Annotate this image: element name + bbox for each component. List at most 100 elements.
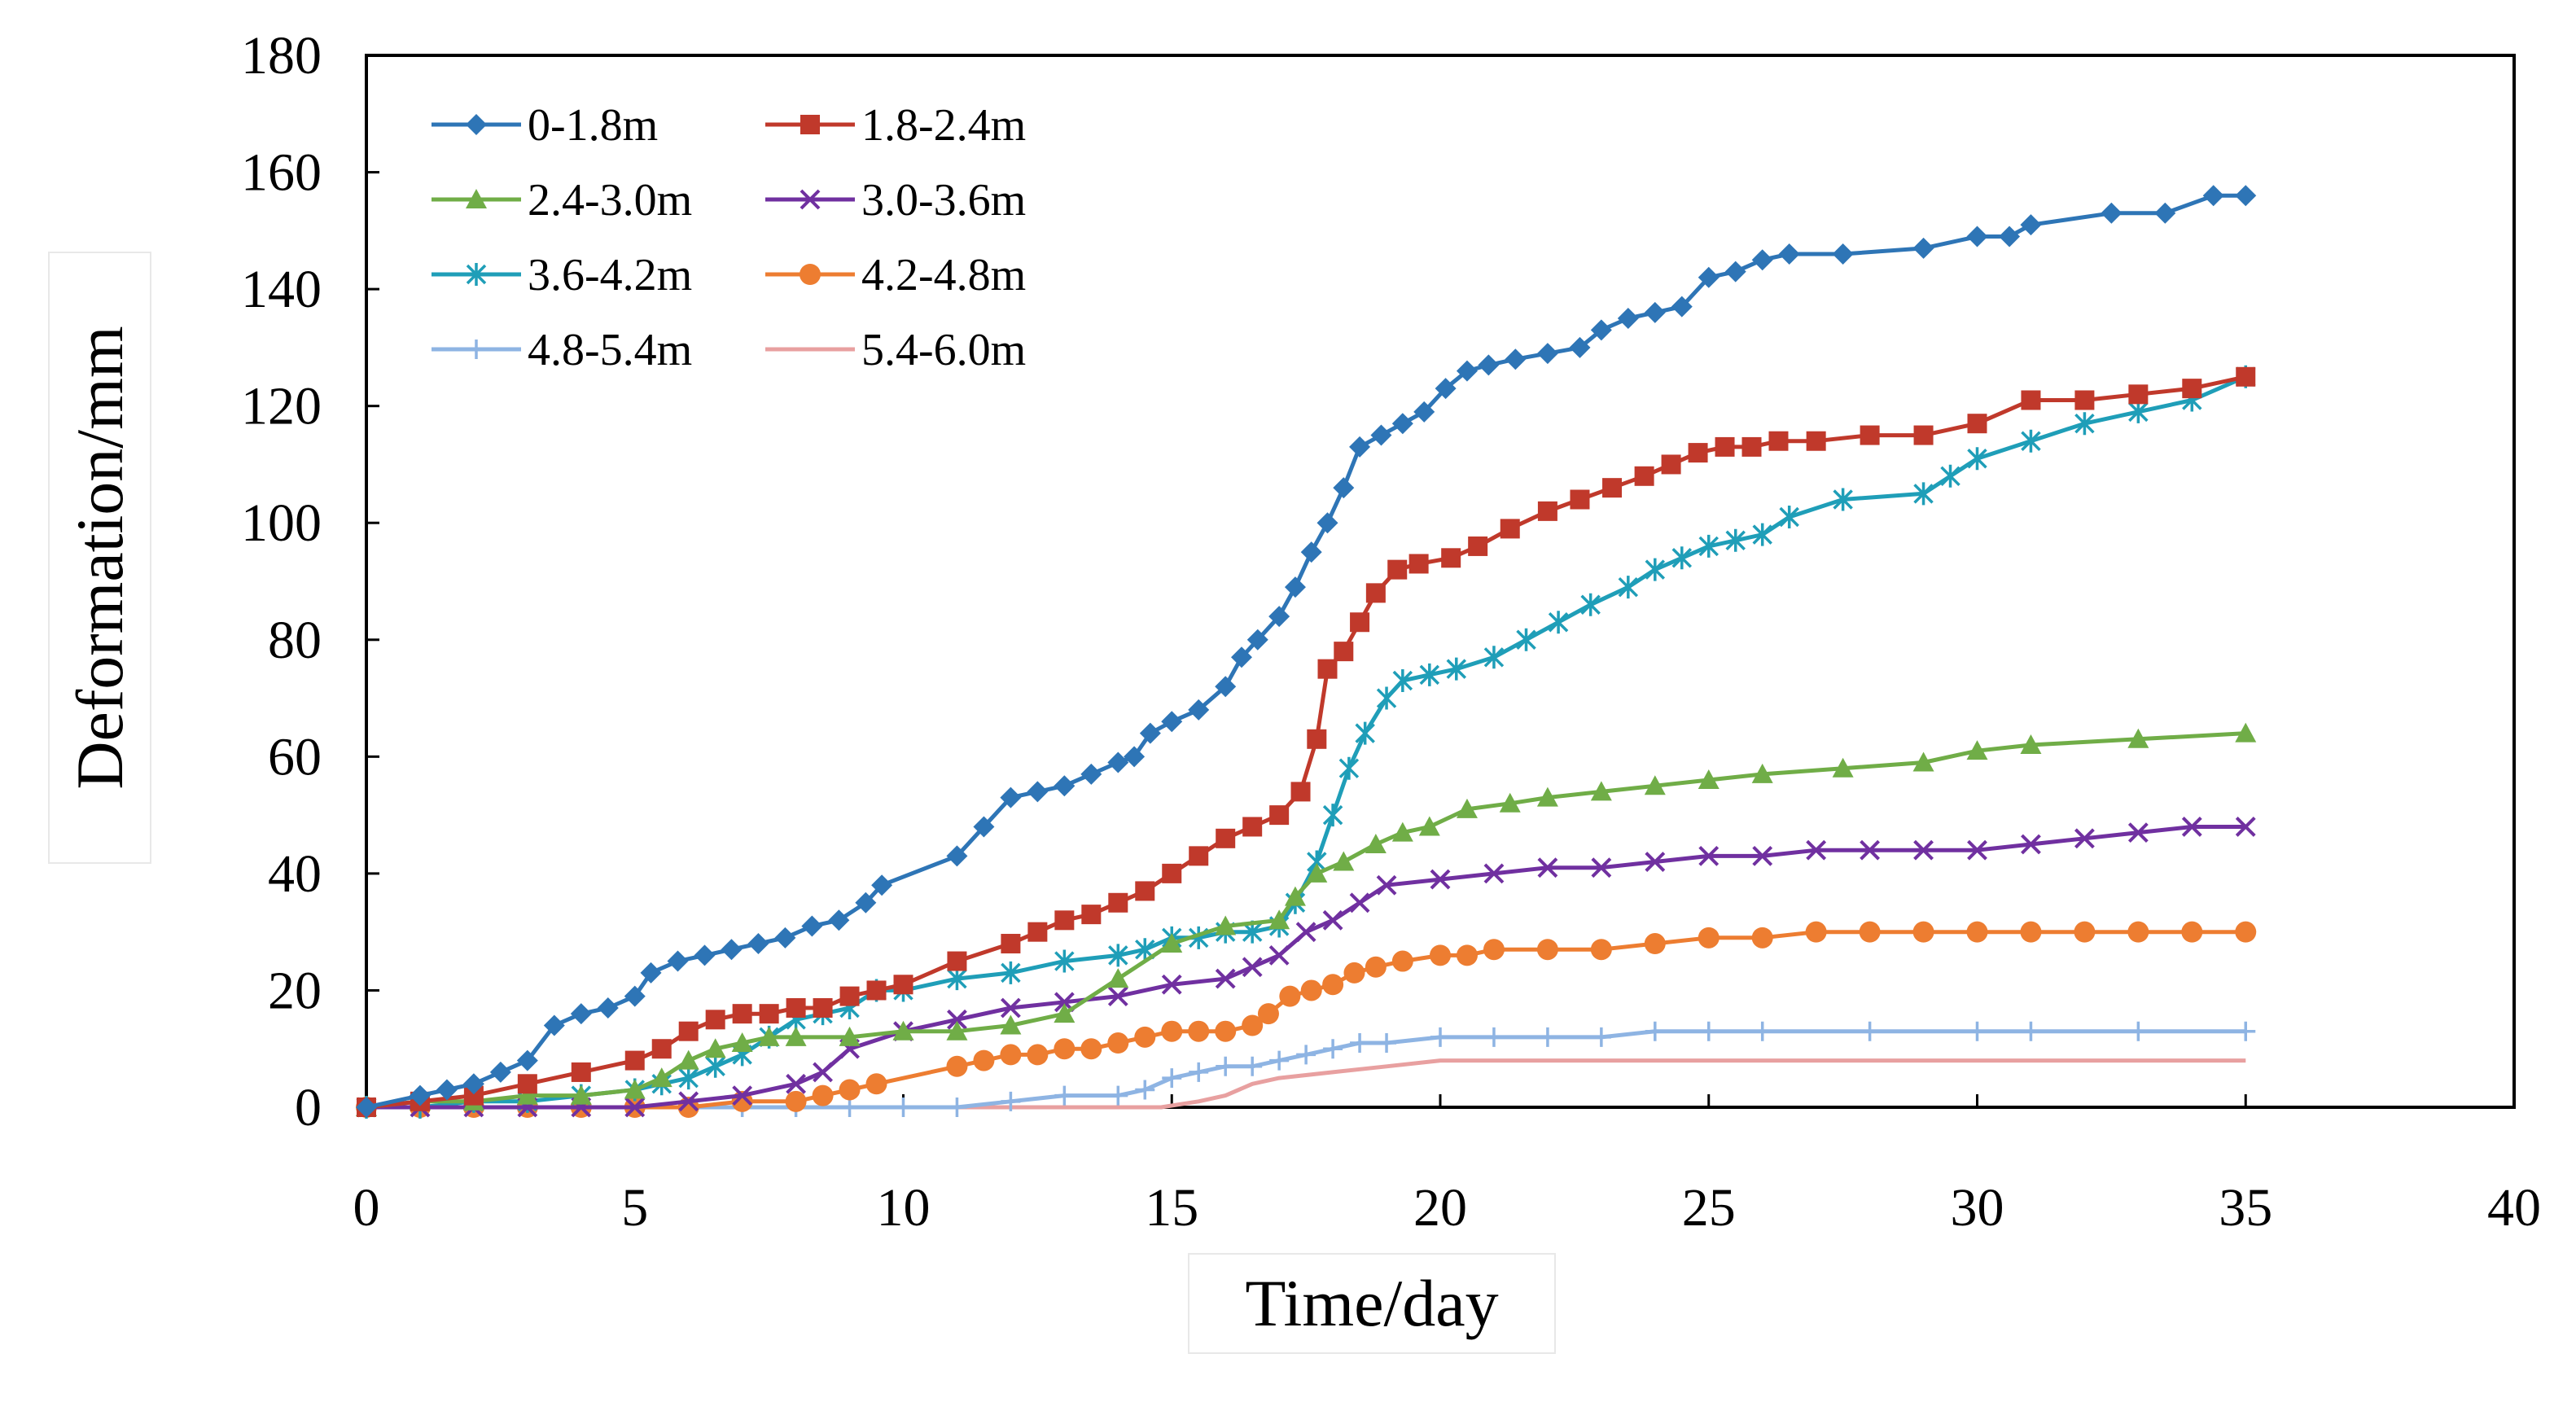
data-point xyxy=(694,944,716,966)
data-point xyxy=(1391,821,1413,842)
data-point xyxy=(1322,909,1343,931)
data-point xyxy=(1376,686,1397,710)
data-point xyxy=(1269,1050,1290,1071)
data-point xyxy=(1387,559,1408,580)
x-tick-label: 15 xyxy=(1145,1178,1198,1238)
data-point xyxy=(2128,400,2149,423)
data-point xyxy=(1966,226,1988,248)
x-tick-label: 0 xyxy=(353,1178,380,1238)
data-point xyxy=(855,892,877,913)
data-point xyxy=(1081,905,1102,925)
data-point xyxy=(1349,436,1371,458)
data-point xyxy=(597,997,619,1019)
data-point xyxy=(747,933,769,955)
data-point xyxy=(1966,921,1988,943)
data-point xyxy=(946,1055,968,1077)
data-point xyxy=(1580,593,1601,616)
legend-item: 3.0-3.6m xyxy=(765,175,1026,226)
data-point xyxy=(2020,214,2042,236)
y-tick-label: 120 xyxy=(241,377,322,436)
data-point xyxy=(356,1097,377,1118)
data-point xyxy=(1307,729,1327,749)
data-point xyxy=(2235,185,2257,207)
data-point xyxy=(1645,1021,1665,1041)
data-point xyxy=(1913,482,1934,506)
data-point xyxy=(1027,781,1049,803)
data-point xyxy=(1189,1062,1209,1082)
data-point xyxy=(1284,886,1306,906)
data-point xyxy=(1054,1003,1076,1023)
data-point xyxy=(1468,536,1488,556)
data-point xyxy=(1715,436,1735,457)
data-point xyxy=(1698,927,1720,949)
data-point xyxy=(1967,1021,1987,1041)
y-tick-label: 160 xyxy=(241,143,322,203)
data-point xyxy=(1618,576,1639,599)
data-point xyxy=(640,962,662,984)
data-point xyxy=(1269,805,1290,826)
data-point xyxy=(1189,846,1209,866)
data-point xyxy=(1188,699,1210,721)
data-point xyxy=(758,1026,780,1046)
data-point xyxy=(1966,740,1988,760)
y-axis-title-box xyxy=(48,252,151,864)
data-point xyxy=(1242,817,1263,837)
data-point xyxy=(1999,226,2021,248)
data-point xyxy=(839,1026,861,1046)
data-point xyxy=(651,1067,672,1088)
legend-marker xyxy=(466,263,487,286)
data-point xyxy=(1912,921,1934,943)
data-point xyxy=(1161,1020,1183,1042)
data-point xyxy=(1054,949,1075,973)
data-point xyxy=(947,951,967,971)
data-point xyxy=(1001,934,1021,954)
data-point xyxy=(516,1049,538,1071)
data-point xyxy=(1499,792,1521,813)
data-point xyxy=(1698,1021,1719,1041)
data-point xyxy=(2021,834,2041,855)
data-point xyxy=(1912,237,1934,259)
data-point xyxy=(1483,863,1505,884)
data-point xyxy=(1322,974,1344,996)
data-point xyxy=(678,1067,699,1090)
data-point xyxy=(1188,1020,1210,1042)
data-point xyxy=(624,985,646,1007)
data-point xyxy=(1430,869,1451,890)
data-point xyxy=(1500,519,1520,539)
x-tick-label: 40 xyxy=(2487,1178,2541,1238)
data-point xyxy=(1317,659,1338,679)
data-point xyxy=(973,1049,995,1071)
data-point xyxy=(1370,424,1392,446)
data-point xyxy=(2021,390,2041,410)
data-point xyxy=(1859,921,1881,943)
data-point xyxy=(1832,243,1854,265)
data-point xyxy=(1323,1039,1343,1059)
data-point xyxy=(1162,1068,1182,1089)
data-point xyxy=(1161,933,1183,953)
data-point xyxy=(1135,881,1155,901)
data-point xyxy=(1435,378,1457,400)
data-point xyxy=(1300,979,1322,1001)
data-point xyxy=(1001,1091,1021,1111)
legend-marker xyxy=(800,115,820,134)
data-point xyxy=(1537,857,1558,878)
legend-marker xyxy=(800,189,821,210)
data-point xyxy=(1698,769,1720,790)
data-point xyxy=(1268,944,1290,966)
legend-label: 1.8-2.4m xyxy=(861,100,1026,151)
x-tick-label: 20 xyxy=(1413,1178,1467,1238)
data-point xyxy=(1483,939,1505,961)
legend-item: 3.6-4.2m xyxy=(432,250,692,300)
data-point xyxy=(1688,443,1708,463)
data-point xyxy=(2127,822,2149,843)
legend-marker xyxy=(466,189,487,208)
data-point xyxy=(1161,974,1182,995)
data-point xyxy=(1913,839,1934,861)
data-point xyxy=(1054,1085,1075,1106)
data-point xyxy=(1242,957,1263,978)
data-point xyxy=(2127,728,2149,748)
data-point xyxy=(1967,839,1987,861)
data-point xyxy=(1483,1027,1504,1047)
data-point xyxy=(1752,845,1773,866)
data-point xyxy=(1570,489,1590,510)
